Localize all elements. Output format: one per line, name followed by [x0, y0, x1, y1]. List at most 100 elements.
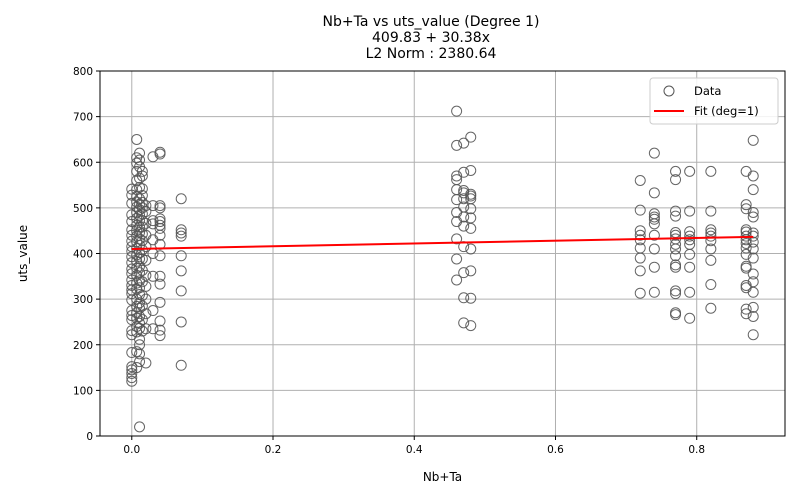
data-point: [747, 286, 759, 298]
data-point: [140, 280, 152, 292]
data-point: [147, 323, 159, 335]
data-point: [140, 269, 152, 281]
data-point: [670, 288, 682, 300]
y-tick-label: 500: [73, 203, 93, 215]
data-point: [747, 301, 759, 313]
legend-data-label: Data: [694, 84, 721, 98]
data-point: [134, 282, 146, 294]
data-point: [134, 317, 146, 329]
data-point: [458, 317, 470, 329]
data-point: [740, 203, 752, 215]
data-point: [154, 213, 166, 225]
data-point: [747, 243, 759, 255]
data-point: [175, 230, 187, 242]
data-point: [747, 211, 759, 223]
data-point: [140, 323, 152, 335]
data-point: [705, 302, 717, 314]
data-point: [451, 139, 463, 151]
data-point: [140, 254, 152, 266]
data-point: [126, 375, 138, 387]
data-point: [451, 105, 463, 117]
grid-lines: [100, 70, 785, 437]
data-point: [648, 243, 660, 255]
data-point: [154, 270, 166, 282]
data-point: [154, 296, 166, 308]
data-point: [634, 287, 646, 299]
data-point: [740, 303, 752, 315]
data-point: [154, 216, 166, 228]
y-tick-label: 800: [73, 66, 93, 78]
data-point: [670, 238, 682, 250]
data-point: [126, 361, 138, 373]
data-point: [684, 234, 696, 246]
data-point: [458, 166, 470, 178]
y-tick-label: 0: [86, 431, 93, 443]
data-point: [465, 188, 477, 200]
data-point: [136, 165, 148, 177]
data-point: [670, 165, 682, 177]
data-point: [648, 147, 660, 159]
data-point: [140, 217, 152, 229]
data-point: [465, 320, 477, 332]
data-point: [747, 170, 759, 182]
data-point: [670, 174, 682, 186]
data-point: [131, 157, 143, 169]
data-point: [465, 131, 477, 143]
data-point: [136, 202, 148, 214]
fit-line: [131, 235, 754, 251]
data-point: [634, 204, 646, 216]
data-point: [648, 261, 660, 273]
data-point: [140, 241, 152, 253]
data-point: [465, 203, 477, 215]
data-point: [705, 243, 717, 255]
legend-box: [649, 77, 779, 125]
data-point: [154, 200, 166, 212]
data-point: [451, 216, 463, 228]
data-point: [140, 200, 152, 212]
y-axis-label: uts_value: [16, 225, 30, 282]
data-point: [705, 279, 717, 291]
data-point: [670, 285, 682, 297]
data-point: [740, 282, 752, 294]
data-point: [670, 261, 682, 273]
data-point: [465, 212, 477, 224]
data-point: [451, 253, 463, 265]
data-point: [140, 206, 152, 218]
data-point: [134, 215, 146, 227]
data-point: [747, 310, 759, 322]
data-point: [458, 267, 470, 279]
data-point: [684, 165, 696, 177]
data-point: [747, 268, 759, 280]
data-point: [451, 170, 463, 182]
data-point: [740, 308, 752, 320]
data-point: [131, 133, 143, 145]
data-point: [740, 199, 752, 211]
legend: Data Fit (deg=1): [649, 77, 779, 125]
data-point: [140, 357, 152, 369]
y-tick-label: 200: [73, 340, 93, 352]
data-point: [136, 183, 148, 195]
data-point: [134, 310, 146, 322]
data-point: [670, 229, 682, 241]
data-point: [131, 362, 143, 374]
data-point: [684, 261, 696, 273]
data-point: [175, 250, 187, 262]
data-point: [175, 285, 187, 297]
data-point: [465, 265, 477, 277]
data-point: [670, 205, 682, 217]
data-points: [126, 105, 759, 433]
data-point: [740, 248, 752, 260]
x-tick-label: 0.2: [265, 444, 282, 456]
title-line-2: 409.83 + 30.38x: [372, 30, 490, 46]
data-point: [134, 147, 146, 159]
data-point: [634, 229, 646, 241]
data-point: [136, 325, 148, 337]
data-point: [175, 359, 187, 371]
data-point: [451, 233, 463, 245]
data-point: [154, 146, 166, 158]
data-point: [740, 260, 752, 272]
title-line-1: Nb+Ta vs uts_value (Degree 1): [323, 14, 540, 30]
x-axis-ticks: 0.0 0.2 0.4 0.6 0.8: [123, 436, 705, 456]
chart-title: Nb+Ta vs uts_value (Degree 1)409.83 + 30…: [323, 14, 540, 62]
y-tick-label: 700: [73, 112, 93, 124]
